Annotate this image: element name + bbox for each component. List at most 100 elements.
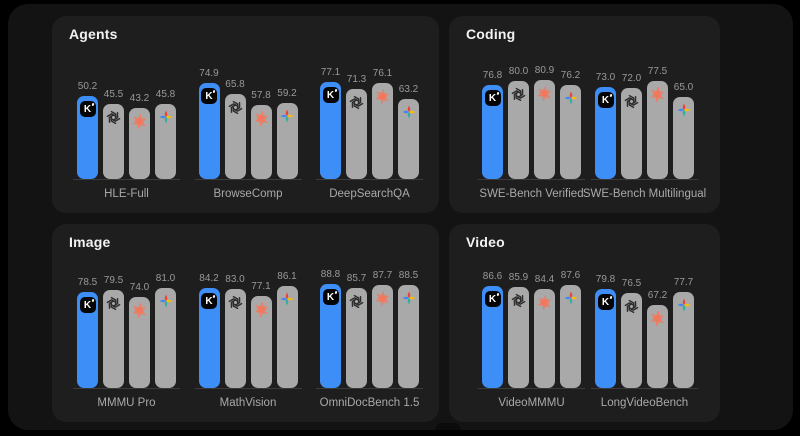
image-chart: 78.5 K 79.5 74.0 81.0 MMMU Pro 84.2 K 83.0 77.1 86… <box>73 269 423 410</box>
kimi-tick <box>91 298 94 303</box>
bar-value-label: 72.0 <box>621 73 642 84</box>
bar-gemini-sparkle: 63.2 <box>398 84 419 179</box>
image-benchmarks-card: Image 78.5 K 79.5 74.0 81.0 MMMU Pro 84.2 K 83.0… <box>52 224 439 422</box>
openai-icon <box>624 299 639 314</box>
bar-gemini-sparkle: 76.2 <box>560 70 581 179</box>
bar-value-label: 87.7 <box>372 270 393 281</box>
bar-value-label: 88.8 <box>320 269 341 280</box>
benchmark-group: 76.8 K 80.0 80.9 76.2 SWE-Bench Verified <box>478 65 585 201</box>
bar-kimi-k: 78.5 K <box>77 277 98 388</box>
bar-kimi-k: 88.8 K <box>320 269 341 388</box>
openai-icon <box>349 95 364 110</box>
benchmark-group: 73.0 K 72.0 77.5 65.0 SWE-Bench Multilingual <box>583 66 706 201</box>
benchmark-label: MMMU Pro <box>97 397 156 409</box>
bar-openai: 45.5 <box>103 89 124 179</box>
kimi-k-icon: K <box>322 87 339 103</box>
card-title-agents: Agents <box>69 26 118 42</box>
bar-kimi-k: 86.6 K <box>482 271 503 388</box>
bar-gemini-sparkle: 88.5 <box>398 270 419 388</box>
app-window: Agents 50.2 K 45.5 43.2 45.8 HLE-Full 74.9 K 65.… <box>8 4 793 430</box>
coding-benchmarks-card: Coding 76.8 K 80.0 80.9 76.2 SWE-Bench Verifi… <box>449 16 720 213</box>
kimi-k-icon: K <box>484 90 501 106</box>
bar-claude-starburst: 67.2 <box>647 290 668 388</box>
bar-kimi-k: 73.0 K <box>595 72 616 179</box>
bar-value-label: 85.9 <box>508 272 529 283</box>
bar-value-label: 76.1 <box>372 68 393 79</box>
card-title-video: Video <box>466 234 505 250</box>
kimi-k-icon: K <box>201 88 217 104</box>
bar-gemini-sparkle: 65.0 <box>673 82 694 179</box>
bar-claude-starburst: 77.5 <box>647 66 668 179</box>
openai-icon <box>106 110 121 125</box>
openai-icon <box>228 295 242 310</box>
claude-starburst-icon <box>376 89 389 104</box>
coding-chart: 76.8 K 80.0 80.9 76.2 SWE-Bench Verified 73.0 K… <box>478 65 706 201</box>
bar-openai: 71.3 <box>346 74 367 179</box>
bar-value-label: 57.8 <box>251 90 271 101</box>
benchmark-label: SWE-Bench Multilingual <box>582 188 707 200</box>
bar-openai: 79.5 <box>103 275 124 388</box>
bar-value-label: 77.1 <box>251 281 271 292</box>
benchmark-label: SWE-Bench Verified <box>479 188 584 200</box>
claude-starburst-icon <box>254 302 268 317</box>
kimi-k-icon: K <box>322 289 339 305</box>
gemini-sparkle-icon <box>401 105 416 119</box>
claude-starburst-icon <box>133 303 146 318</box>
bar-value-label: 65.8 <box>225 79 245 90</box>
card-title-coding: Coding <box>466 26 516 42</box>
bar-gemini-sparkle: 86.1 <box>276 271 298 388</box>
bar-kimi-k: 79.8 K <box>595 274 616 388</box>
bar-value-label: 84.4 <box>534 274 555 285</box>
bar-value-label: 45.8 <box>155 89 176 100</box>
bar-cluster: 79.8 K 76.5 67.2 77.7 <box>595 274 694 388</box>
group-axis-line <box>316 179 423 180</box>
gemini-sparkle-icon <box>563 91 578 105</box>
kimi-k-icon: K <box>79 297 96 313</box>
gemini-sparkle-icon <box>563 291 578 305</box>
bar-cluster: 77.1 K 71.3 76.1 63.2 <box>320 67 419 179</box>
bar-cluster: 84.2 K 83.0 77.1 86.1 <box>198 271 298 388</box>
kimi-tick <box>334 88 337 93</box>
bar-value-label: 77.5 <box>647 66 668 77</box>
openai-icon <box>106 296 121 311</box>
benchmark-label: LongVideoBench <box>600 397 689 409</box>
openai-icon <box>511 293 526 308</box>
bar-value-label: 85.7 <box>346 273 367 284</box>
bar-kimi-k: 76.8 K <box>482 70 503 179</box>
bar-gemini-sparkle: 87.6 <box>560 270 581 388</box>
video-benchmarks-card: Video 86.6 K 85.9 84.4 87.6 VideoMMMU 79.8 K 76.… <box>449 224 720 422</box>
bar-value-label: 74.0 <box>129 282 150 293</box>
benchmark-group: 79.8 K 76.5 67.2 77.7 LongVideoBench <box>591 274 698 410</box>
bar-claude-starburst: 74.0 <box>129 282 150 388</box>
bar-value-label: 67.2 <box>647 290 668 301</box>
kimi-k-icon: K <box>597 294 614 310</box>
openai-icon <box>228 100 242 115</box>
gemini-sparkle-icon <box>676 103 691 117</box>
bar-value-label: 80.9 <box>534 65 555 76</box>
bar-value-label: 65.0 <box>673 82 694 93</box>
claude-starburst-icon <box>651 311 664 326</box>
bar-kimi-k: 84.2 K <box>198 273 220 388</box>
bar-value-label: 77.7 <box>673 277 694 288</box>
bar-value-label: 43.2 <box>129 93 150 104</box>
bar-cluster: 73.0 K 72.0 77.5 65.0 <box>595 66 694 179</box>
bar-value-label: 50.2 <box>77 81 98 92</box>
bar-openai: 85.7 <box>346 273 367 388</box>
group-axis-line <box>591 388 698 389</box>
bar-cluster: 86.6 K 85.9 84.4 87.6 <box>482 270 581 388</box>
kimi-tick <box>212 89 216 94</box>
kimi-tick <box>609 93 612 98</box>
bar-claude-starburst: 80.9 <box>534 65 555 179</box>
bar-value-label: 79.5 <box>103 275 124 286</box>
openai-icon <box>511 87 526 102</box>
bar-cluster: 76.8 K 80.0 80.9 76.2 <box>482 65 581 179</box>
group-axis-line <box>194 179 302 180</box>
bar-openai: 83.0 <box>224 274 246 388</box>
bar-value-label: 76.5 <box>621 278 642 289</box>
bar-openai: 85.9 <box>508 272 529 388</box>
bar-value-label: 84.2 <box>199 273 219 284</box>
bar-value-label: 81.0 <box>155 273 176 284</box>
bar-value-label: 86.1 <box>277 271 297 282</box>
claude-starburst-icon <box>538 86 551 101</box>
gemini-sparkle-icon <box>280 109 294 123</box>
